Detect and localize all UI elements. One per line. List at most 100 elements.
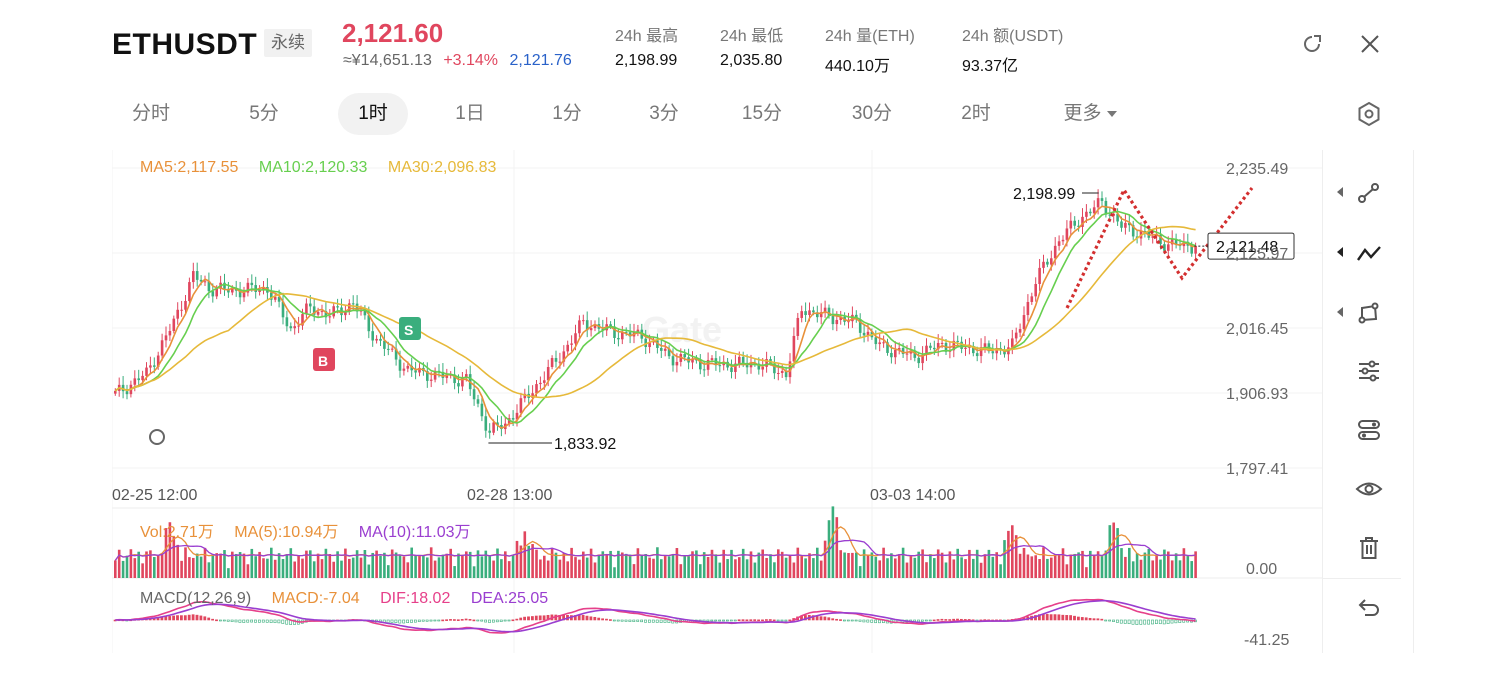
volume-bar <box>1089 550 1092 578</box>
candle-body <box>741 356 745 363</box>
chart-settings-button[interactable] <box>1352 97 1386 131</box>
volume-bar <box>1155 555 1158 578</box>
tab-3m[interactable]: 3分 <box>649 103 679 124</box>
macd-histogram-bar <box>1158 619 1162 625</box>
candle-body <box>348 303 351 312</box>
volume-bar <box>1018 553 1022 578</box>
volume-bar <box>184 547 187 578</box>
shape-tool-icon <box>1358 302 1379 324</box>
candle-body <box>738 356 741 364</box>
volume-bar <box>133 558 137 578</box>
volume-bar <box>1046 558 1049 578</box>
tab-fenshi[interactable]: 分时 <box>131 103 170 124</box>
macd-histogram-bar <box>620 619 624 622</box>
delete-drawings-button[interactable] <box>1323 528 1415 568</box>
ma5-legend: MA5:2,117.55 <box>140 159 239 176</box>
volume-legend-value: Vol:2.71万 <box>140 524 214 541</box>
macd-histogram-bar <box>1092 618 1096 621</box>
macd-histogram-bar <box>745 619 749 622</box>
macd-histogram-bar <box>1174 619 1178 624</box>
candle-body <box>1085 211 1088 217</box>
volume-bar <box>1022 547 1026 578</box>
macd-histogram-bar <box>507 619 511 622</box>
candle-body <box>925 345 928 355</box>
candle-body <box>706 359 710 370</box>
candle-body <box>277 296 281 302</box>
indicator-settings-button[interactable] <box>1323 410 1415 450</box>
candle-body <box>207 281 211 292</box>
volume-bar <box>1053 554 1057 578</box>
tab-1h[interactable]: 1时 <box>338 93 408 135</box>
macd-histogram-bar <box>761 619 764 622</box>
candle-body <box>835 319 839 325</box>
candle-body <box>301 314 304 326</box>
line-tool-button[interactable] <box>1323 173 1415 213</box>
adjust-button[interactable] <box>1323 351 1415 391</box>
macd-histogram-bar <box>534 615 538 621</box>
macd-histogram-bar <box>718 619 722 622</box>
candle-body <box>543 380 546 383</box>
tab-5m[interactable]: 5分 <box>249 103 279 124</box>
macd-histogram-bar <box>195 614 199 621</box>
close-button[interactable] <box>1354 28 1386 60</box>
volume-bar <box>1163 549 1166 578</box>
volume-bar <box>1073 553 1076 578</box>
candle-body <box>839 316 842 320</box>
candle-body <box>847 321 850 323</box>
volume-bar <box>948 551 952 578</box>
volume-bar <box>441 554 445 578</box>
macd-histogram-bar <box>254 619 257 623</box>
volume-bar <box>254 556 257 578</box>
kline-chart-svg[interactable]: Gate 2,198.99 1,833.92 B S 2,121.48 2,235.49 2,… <box>112 150 1414 653</box>
volume-bar <box>593 562 597 578</box>
sell-signal-badge <box>399 317 421 340</box>
volume-bar <box>141 563 144 578</box>
volume-bar <box>562 553 566 578</box>
volume-bar <box>765 557 768 578</box>
candle-body <box>145 367 148 376</box>
shape-tool-button[interactable] <box>1323 293 1415 333</box>
volume-bar <box>496 548 499 578</box>
candle-body <box>305 303 308 315</box>
volume-bar <box>457 553 460 578</box>
volume-bar <box>266 558 269 578</box>
macd-histogram-bar <box>858 619 862 622</box>
tab-more[interactable]: 更多 <box>1051 93 1129 135</box>
undo-button[interactable] <box>1323 587 1415 627</box>
volume-bar <box>1081 550 1084 578</box>
wave-tool-button[interactable] <box>1323 233 1415 273</box>
volume-bar <box>706 556 710 578</box>
volume-bar <box>453 566 456 578</box>
volume-bar <box>999 564 1002 578</box>
candle-body <box>796 317 800 336</box>
candle-body <box>667 348 671 357</box>
tab-30m[interactable]: 30分 <box>851 103 893 124</box>
volume-bar <box>940 552 944 578</box>
candle-body <box>281 301 285 318</box>
volume-bar <box>1092 555 1096 578</box>
volume-bar <box>176 544 179 578</box>
tab-15m[interactable]: 15分 <box>741 103 783 124</box>
volume-bar <box>722 549 725 578</box>
tab-2h[interactable]: 2时 <box>961 103 991 124</box>
refresh-icon <box>1304 35 1321 52</box>
macd-histogram-bar <box>803 615 807 621</box>
tab-1m[interactable]: 1分 <box>552 103 582 124</box>
symbol-title[interactable]: ETHUSDT <box>112 28 258 61</box>
candle-body <box>312 306 316 315</box>
volume-bar <box>153 557 156 578</box>
visibility-toggle-button[interactable] <box>1323 469 1415 509</box>
refresh-button[interactable] <box>1296 28 1328 60</box>
candle-body <box>1022 315 1026 330</box>
tab-1d[interactable]: 1日 <box>455 103 485 124</box>
volume-bar <box>929 554 932 578</box>
volume-bar <box>238 552 242 578</box>
volume-bar <box>617 550 620 578</box>
candle-body <box>293 326 296 329</box>
kline-chart-area[interactable]: Gate 2,198.99 1,833.92 B S 2,121.48 2,235.49 2,… <box>112 150 1414 653</box>
candle-body <box>270 292 273 300</box>
volume-bar <box>968 549 971 578</box>
macd-histogram-bar <box>757 619 761 622</box>
volume-bar <box>1030 556 1034 578</box>
candle-body <box>621 331 624 340</box>
